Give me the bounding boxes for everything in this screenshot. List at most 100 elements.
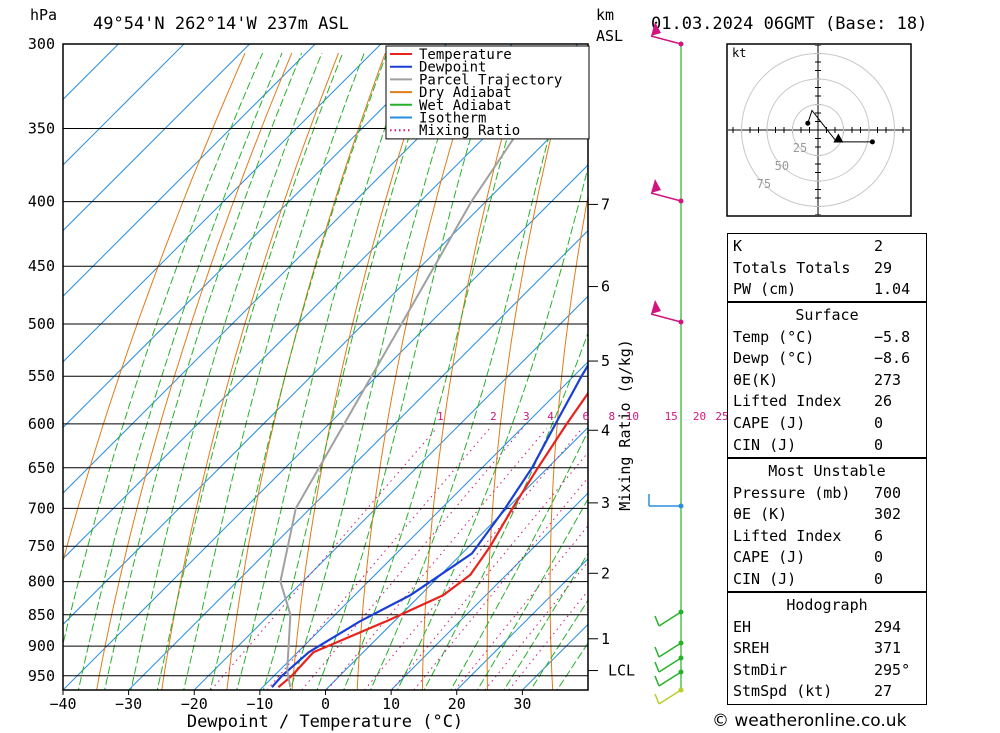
surface-index-value: −8.6 (874, 349, 911, 368)
wind-barb-tick (654, 675, 660, 687)
surface-index-value: 273 (874, 370, 902, 389)
legend-label: Parcel Trajectory (419, 72, 562, 88)
wind-profile (648, 22, 684, 705)
isotherm-line (325, 426, 588, 690)
wet-adiabat-line (369, 52, 572, 690)
mixing-ratio-label: 3 (523, 410, 530, 423)
pressure-tick-label: 400 (28, 193, 55, 211)
wet-adiabat-line (503, 552, 588, 690)
surface-index-row: Temp (°C) −5.8 (728, 327, 926, 349)
x-tick-label: −40 (49, 695, 76, 713)
pressure-tick-label: 500 (28, 315, 55, 333)
wind-barb-flag (651, 22, 661, 36)
wind-barb-flag (651, 300, 661, 314)
pressure-tick-label: 550 (28, 367, 55, 385)
most-unstable-panel: Most Unstable Pressure (mb) 700 θE (K) 302 Li… (727, 458, 927, 592)
legend-label: Dry Adiabat (419, 85, 512, 101)
surface-index-value: 0 (874, 413, 884, 432)
wet-adiabat-line (183, 52, 365, 690)
legend-box (385, 45, 590, 140)
wet-adiabat-line (450, 430, 588, 690)
pressure-tick-label: 700 (28, 499, 55, 517)
hodograph-ring-label: 25 (793, 141, 807, 155)
series-parcel-trajectory (279, 95, 543, 688)
dry-adiabat-line (670, 53, 713, 690)
pressure-tick-label: 850 (28, 606, 55, 624)
isotherm-line (456, 558, 588, 690)
hodograph-index-value: 27 (874, 682, 893, 701)
mixing-ratio-label: 25 (715, 410, 728, 423)
hodograph-index-row: EH 294 (728, 617, 926, 639)
mixing-ratio-line (391, 451, 588, 690)
wet-adiabat-line (130, 52, 323, 690)
general-index-row: PW (cm) 1.04 (728, 279, 926, 301)
height-tick-label: 5 (601, 352, 610, 370)
wet-adiabat-line (63, 52, 264, 646)
wet-adiabat-line (476, 498, 588, 690)
mixing-ratio-axis-label: Mixing Ratio (g/kg) (616, 339, 634, 511)
pressure-tick-label: 350 (28, 120, 55, 138)
hodograph-index-label: StmSpd (kt) (733, 682, 833, 701)
wet-adiabat-line (262, 52, 438, 690)
surface-index-value: −5.8 (874, 327, 911, 346)
height-tick-label: 2 (601, 564, 610, 582)
wet-adiabat-line (209, 52, 388, 690)
isotherm-line (259, 361, 588, 690)
hodograph: 25 50 75 (728, 45, 910, 215)
wet-adiabats (63, 52, 588, 690)
x-tick-label: −30 (115, 695, 142, 713)
pressure-tick-label: 750 (28, 537, 55, 555)
surface-index-label: Dewp (°C) (733, 349, 815, 368)
pressure-unit-label: hPa (30, 6, 57, 24)
dry-adiabat-line (226, 52, 386, 690)
most-unstable-index-value: 0 (874, 548, 884, 567)
datetime-label: 01.03.2024 06GMT (Base: 18) (651, 14, 927, 34)
height-tick-label: LCL (608, 662, 635, 680)
surface-index-label: Lifted Index (733, 392, 842, 411)
most-unstable-index-label: CAPE (J) (733, 548, 806, 567)
dry-adiabat-line (63, 52, 246, 563)
legend-label: Mixing Ratio (419, 123, 520, 139)
hodograph-trace (807, 109, 873, 143)
surface-index-row: CAPE (J) 0 (728, 413, 926, 435)
general-index-label: K (733, 237, 743, 255)
dry-adiabat-line (941, 53, 1000, 690)
hodograph-index-value: 371 (874, 639, 902, 658)
most-unstable-index-value: 700 (874, 483, 902, 502)
surface-index-value: 26 (874, 392, 893, 411)
isotherm-line (63, 44, 382, 363)
general-index-value: 1.04 (874, 280, 911, 299)
isotherm-line (63, 164, 588, 690)
hodograph-end-point (869, 139, 875, 145)
general-index-row: Totals Totals 29 (728, 258, 926, 280)
most-unstable-index-row: θE (K) 302 (728, 504, 926, 526)
most-unstable-index-label: Pressure (mb) (733, 483, 851, 502)
pressure-tick-label: 300 (28, 35, 55, 53)
dry-adiabat-line (161, 52, 339, 690)
height-unit-asl: ASL (596, 27, 623, 45)
mixing-ratio-label: 4 (547, 410, 554, 423)
wind-barb (658, 657, 682, 673)
wind-barb (658, 611, 682, 627)
mixing-ratio-label: 1 (437, 410, 444, 423)
mixing-ratio-line (364, 428, 583, 690)
most-unstable-index-value: 0 (874, 569, 884, 588)
wind-barb (650, 35, 682, 45)
wind-barb-tick (654, 693, 660, 705)
isotherms (63, 44, 588, 690)
legend-label: Dewpoint (419, 60, 486, 76)
pressure-tick-label: 800 (28, 573, 55, 591)
hodograph-ring-label: 50 (775, 159, 789, 173)
wet-adiabat-line (77, 52, 283, 690)
height-unit-km: km (596, 6, 614, 24)
x-tick-label: 30 (513, 695, 531, 713)
most-unstable-index-label: θE (K) (733, 505, 788, 524)
general-index-label: Totals Totals (733, 258, 851, 277)
dry-adiabat-line (96, 52, 293, 690)
hodograph-index-row: StmSpd (kt) 27 (728, 681, 926, 703)
x-tick-label: 10 (382, 695, 400, 713)
surface-index-row: CIN (J) 0 (728, 435, 926, 457)
